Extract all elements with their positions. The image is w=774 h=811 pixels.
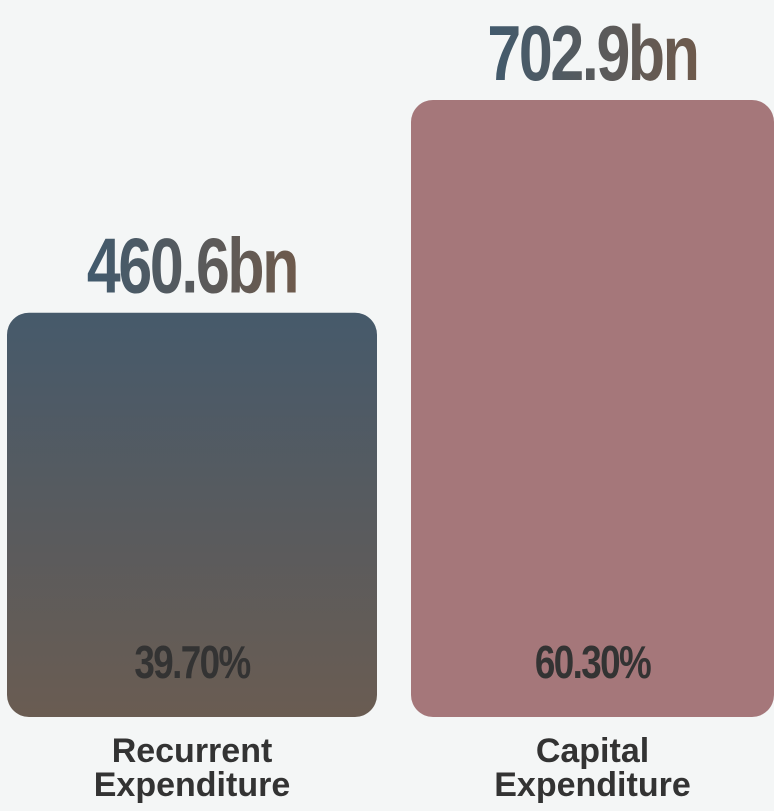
category-label: Capital Expenditure	[494, 732, 691, 804]
bar	[411, 100, 774, 717]
percentage-label: 60.30%	[535, 636, 651, 688]
percentage-label: 39.70%	[134, 636, 250, 688]
category-label: Recurrent Expenditure	[93, 732, 291, 804]
bar	[7, 312, 377, 717]
value-label: 702.9bn	[487, 10, 697, 97]
value-label: 460.6bn	[87, 222, 297, 309]
